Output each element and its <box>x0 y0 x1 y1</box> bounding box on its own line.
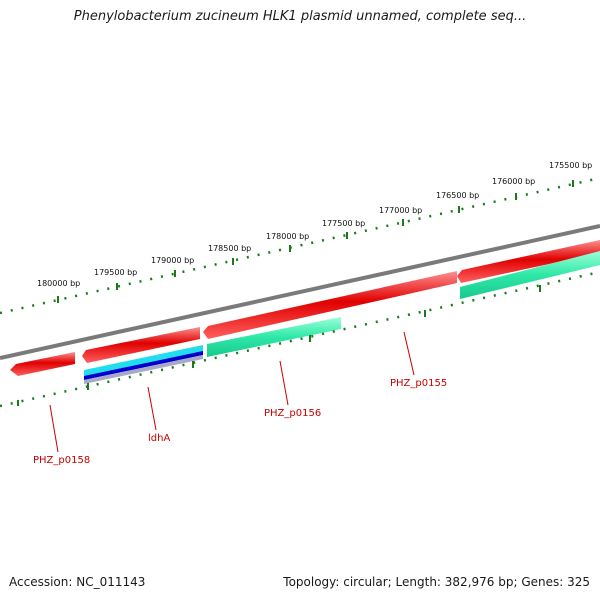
scale-label: 177000 bp <box>379 206 422 215</box>
scale-label: 179000 bp <box>151 256 194 265</box>
scale-label: 176000 bp <box>492 177 535 186</box>
scale-labels: 180000 bp 179500 bp 179000 bp 178500 bp … <box>37 161 592 288</box>
accession-text: Accession: NC_011143 <box>9 575 146 589</box>
minus-strand-genes <box>84 251 600 384</box>
gene-label-ldhA[interactable]: ldhA <box>148 433 170 444</box>
plus-strand-genes <box>10 240 600 376</box>
inner-scale-ticks <box>0 270 600 408</box>
gene-arrow-PHZ_p0158[interactable] <box>10 352 75 376</box>
map-title: Phenylobacterium zucineum HLK1 plasmid u… <box>73 9 527 24</box>
topology-summary: Topology: circular; Length: 382,976 bp; … <box>283 575 590 589</box>
backbone-line <box>0 224 600 360</box>
scale-label: 175500 bp <box>549 161 592 170</box>
gene-arrow-PHZ_p0156[interactable] <box>203 271 457 339</box>
gene-block-ldhA-shadow <box>84 355 203 384</box>
scale-label: 178000 bp <box>266 232 309 241</box>
gene-label-PHZ_p0158[interactable]: PHZ_p0158 <box>33 455 90 466</box>
scale-label: 179500 bp <box>94 268 137 277</box>
gene-block-ldhA-cyan[interactable] <box>84 345 203 377</box>
gene-arrow-ldhA[interactable] <box>82 327 200 363</box>
gene-block-PHZ_p0155[interactable] <box>460 251 600 299</box>
outer-scale-ticks <box>0 176 600 315</box>
gene-labels: PHZ_p0158 ldhA PHZ_p0156 PHZ_p0155 <box>33 378 447 466</box>
scale-label: 176500 bp <box>436 191 479 200</box>
scale-label: 177500 bp <box>322 219 365 228</box>
scale-label: 178500 bp <box>208 244 251 253</box>
gene-label-PHZ_p0156[interactable]: PHZ_p0156 <box>264 408 321 419</box>
gene-label-PHZ_p0155[interactable]: PHZ_p0155 <box>390 378 447 389</box>
gene-leaders <box>49 331 415 453</box>
gene-block-ldhA-blue[interactable] <box>84 351 203 380</box>
gene-block-PHZ_p0156[interactable] <box>207 317 341 357</box>
scale-label: 180000 bp <box>37 279 80 288</box>
gene-arrow-PHZ_p0155[interactable] <box>457 240 600 283</box>
